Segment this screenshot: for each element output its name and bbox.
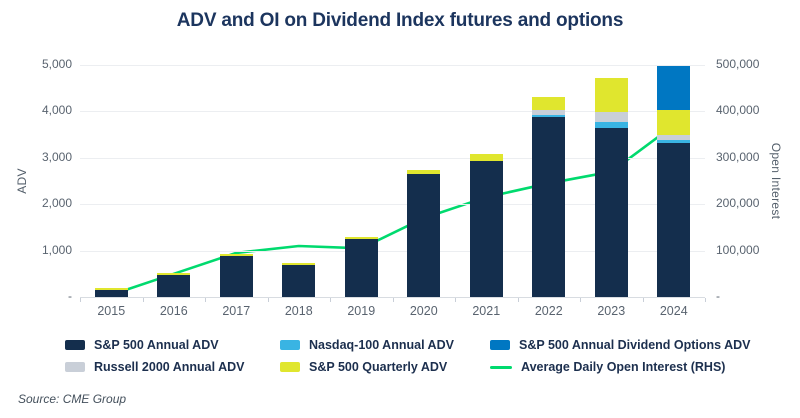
bar-segment[interactable] — [282, 263, 316, 265]
gridline — [80, 250, 705, 252]
bar-segment[interactable] — [657, 66, 691, 111]
x-axis-year-label: 2021 — [472, 304, 501, 318]
left-axis-tick: 5,000 — [41, 57, 72, 71]
x-axis-tick — [455, 298, 456, 302]
legend: S&P 500 Annual ADV Russell 2000 Annual AD… — [0, 334, 800, 382]
bar-segment[interactable] — [407, 174, 441, 297]
x-axis-year-label: 2019 — [347, 304, 376, 318]
legend-column: S&P 500 Annual ADV Russell 2000 Annual AD… — [65, 334, 245, 378]
legend-item[interactable]: Nasdaq-100 Annual ADV — [280, 334, 454, 356]
legend-label: Average Daily Open Interest (RHS) — [521, 360, 726, 374]
bar-segment[interactable] — [344, 239, 378, 297]
legend-color-swatch — [280, 362, 300, 372]
left-axis-tick: 1,000 — [41, 242, 72, 257]
legend-item[interactable]: S&P 500 Annual Dividend Options ADV — [490, 334, 751, 356]
legend-item[interactable]: S&P 500 Annual ADV — [65, 334, 245, 356]
x-axis-tick — [142, 298, 144, 302]
x-axis-tick — [80, 298, 81, 302]
right-axis-tick: 200,000 — [716, 196, 760, 211]
legend-item[interactable]: Russell 2000 Annual ADV — [65, 356, 245, 378]
x-axis-tick — [205, 298, 206, 302]
x-axis-year-label: 2018 — [284, 304, 313, 318]
legend-column: S&P 500 Annual Dividend Options ADV Avera… — [490, 334, 751, 378]
bar-segment[interactable] — [532, 97, 566, 110]
bar-segment[interactable] — [219, 254, 253, 257]
x-axis-year-label: 2020 — [409, 304, 438, 318]
x-axis-tick — [517, 298, 519, 302]
bar-segment[interactable] — [219, 256, 253, 297]
right-axis-tick: 400,000 — [716, 103, 760, 118]
chart-title: ADV and OI on Dividend Index futures and… — [176, 10, 624, 31]
bar-segment[interactable] — [469, 161, 503, 297]
right-axis-tick: - — [716, 289, 720, 303]
legend-color-swatch — [490, 340, 510, 350]
legend-label: Nasdaq-100 Annual ADV — [309, 338, 454, 352]
x-axis-tick — [705, 298, 706, 302]
bar-segment[interactable] — [282, 264, 316, 297]
legend-color-swatch — [65, 340, 85, 350]
bar-segment[interactable] — [532, 110, 566, 116]
x-axis-year-label: 2017 — [222, 304, 251, 318]
x-axis-tick — [642, 298, 644, 302]
bar-segment[interactable] — [157, 274, 191, 297]
bar-segment[interactable] — [94, 289, 128, 297]
open-interest-polyline — [110, 124, 676, 297]
x-axis-year-label: 2023 — [597, 304, 626, 318]
legend-item[interactable]: Average Daily Open Interest (RHS) — [490, 356, 751, 378]
legend-color-swatch — [280, 340, 300, 350]
bar-segment[interactable] — [657, 135, 691, 141]
x-axis-year-label: 2024 — [659, 304, 688, 318]
left-axis-title: ADV — [15, 168, 29, 194]
bar-segment[interactable] — [594, 77, 628, 113]
x-axis-year-label: 2022 — [534, 304, 563, 318]
x-axis-tick — [392, 298, 394, 302]
x-axis-year-label: 2015 — [97, 304, 126, 318]
bar-segment[interactable] — [469, 154, 503, 162]
bar-segment[interactable] — [594, 112, 628, 123]
bar-segment[interactable] — [657, 140, 691, 143]
bar-segment[interactable] — [594, 122, 628, 129]
bar-segment[interactable] — [657, 110, 691, 136]
bar-segment[interactable] — [344, 236, 378, 240]
bar-segment[interactable] — [407, 170, 441, 175]
left-axis-tick: 4,000 — [41, 103, 72, 118]
x-axis-tick — [267, 298, 269, 302]
bar-segment[interactable] — [594, 128, 628, 297]
bar-segment[interactable] — [532, 115, 566, 117]
legend-color-swatch — [65, 362, 85, 372]
legend-label: Russell 2000 Annual ADV — [94, 360, 245, 374]
x-axis-line — [80, 297, 705, 298]
bar-segment[interactable] — [657, 142, 691, 297]
legend-item[interactable]: S&P 500 Quarterly ADV — [280, 356, 454, 378]
source-note: Source: CME Group — [18, 392, 127, 406]
right-axis-tick: 300,000 — [716, 149, 760, 164]
legend-label: S&P 500 Annual ADV — [94, 338, 219, 352]
legend-label: S&P 500 Annual Dividend Options ADV — [519, 338, 751, 352]
right-axis-title: Open Interest — [769, 142, 783, 220]
left-axis-tick: - — [68, 289, 72, 303]
legend-line-swatch — [490, 365, 512, 369]
x-axis-tick — [580, 298, 581, 302]
bar-segment[interactable] — [94, 288, 128, 290]
left-axis-tick: 3,000 — [41, 149, 72, 164]
right-axis-tick: 500,000 — [716, 57, 760, 71]
gridline — [80, 157, 705, 159]
legend-label: S&P 500 Quarterly ADV — [309, 360, 448, 374]
bar-segment[interactable] — [532, 116, 566, 297]
x-axis-tick — [330, 298, 331, 302]
gridline — [80, 111, 705, 113]
x-axis-year-label: 2016 — [159, 304, 188, 318]
right-axis-tick: 100,000 — [716, 242, 760, 257]
gridline — [80, 204, 705, 206]
left-axis-tick: 2,000 — [41, 196, 72, 211]
gridline — [80, 65, 705, 66]
bar-segment[interactable] — [157, 272, 191, 275]
legend-column: Nasdaq-100 Annual ADV S&P 500 Quarterly A… — [280, 334, 454, 378]
